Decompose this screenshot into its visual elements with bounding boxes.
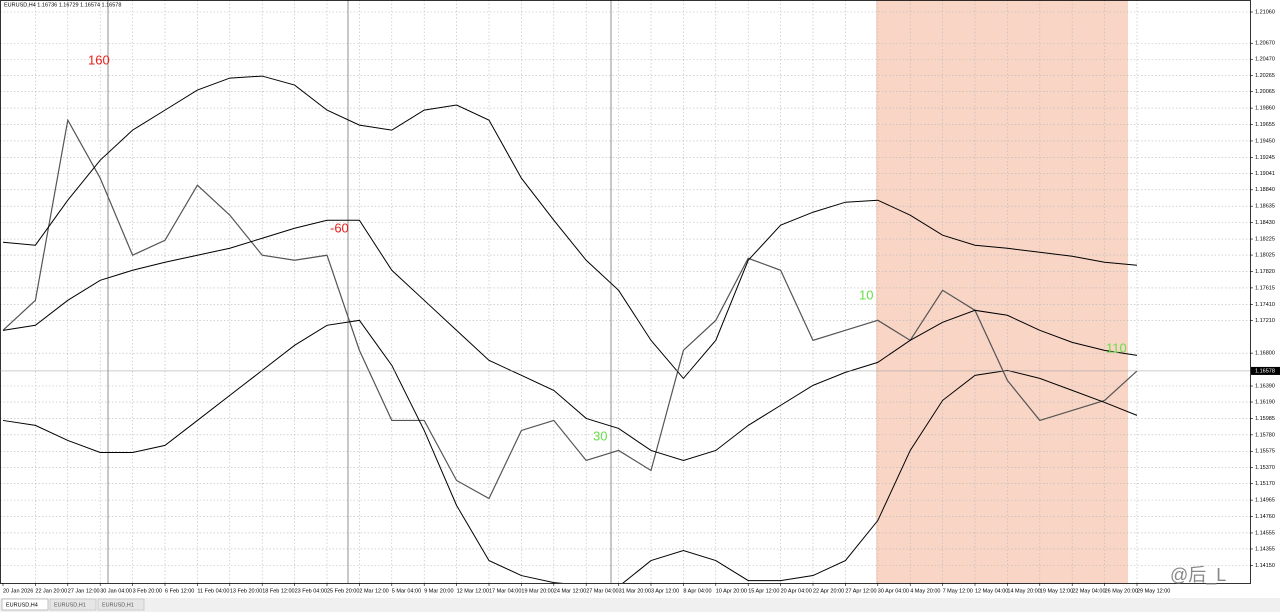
x-tick-label: 18 Feb 12:00 — [262, 588, 294, 594]
y-tick-label: 1.15780 — [1255, 432, 1275, 438]
x-tick-label: 20 Jan 2026 — [3, 588, 33, 594]
watermark: @后_L — [1170, 565, 1226, 586]
band-line — [2, 219, 1138, 461]
x-tick-label: 11 Feb 04:00 — [197, 588, 229, 594]
y-tick-label: 1.18635 — [1255, 204, 1275, 210]
y-tick-label: 1.18025 — [1255, 253, 1275, 259]
x-tick-label: 23 Feb 04:00 — [295, 588, 327, 594]
y-tick-label: 1.19245 — [1255, 155, 1275, 161]
y-tick-label: 1.15170 — [1255, 481, 1275, 487]
grid — [0, 0, 1250, 583]
y-tick-label: 1.19450 — [1255, 138, 1275, 144]
y-tick-label: 1.19860 — [1255, 106, 1275, 112]
y-tick-label: 1.20065 — [1255, 89, 1275, 95]
x-tick-label: 17 Mar 04:00 — [489, 588, 521, 594]
x-tick-label: 5 Mar 04:00 — [392, 588, 421, 594]
chart-header: EURUSD,H4 1.16736 1.16729 1.16574 1.1657… — [4, 2, 121, 8]
y-tick-label: 1.21060 — [1255, 9, 1275, 15]
tab[interactable] — [1, 598, 49, 611]
tab-label[interactable]: EURUSD,H1 — [54, 602, 86, 608]
y-tick-label: 1.18225 — [1255, 236, 1275, 242]
x-tick-label: 4 May 20:00 — [910, 588, 940, 594]
x-tick-label: 20 Apr 04:00 — [781, 588, 812, 594]
y-tick-label: 1.20265 — [1255, 73, 1275, 79]
y-tick-label: 1.20470 — [1255, 57, 1275, 63]
x-tick-label: 3 Apr 12:00 — [651, 588, 679, 594]
annotation: -60 — [330, 220, 349, 235]
x-tick-label: 14 May 20:00 — [1007, 588, 1040, 594]
y-tick-label: 1.14355 — [1255, 546, 1275, 552]
y-tick-label: 1.14760 — [1255, 514, 1275, 520]
tab-label[interactable]: EURUSD,H1 — [102, 602, 134, 608]
tab-label[interactable]: EURUSD,H4 — [6, 602, 38, 608]
x-tick-label: 29 May 12:00 — [1137, 588, 1170, 594]
y-tick-label: 1.19041 — [1255, 171, 1275, 177]
x-tick-label: 22 Apr 20:00 — [813, 588, 844, 594]
y-tick-label: 1.14150 — [1255, 563, 1275, 569]
band-line — [2, 319, 1138, 583]
annotation: 110 — [1106, 340, 1127, 355]
x-tick-label: 24 Mar 12:00 — [554, 588, 586, 594]
x-tick-label: 27 Jan 12:00 — [68, 588, 100, 594]
x-tick-label: 26 May 20:00 — [1105, 588, 1138, 594]
y-tick-label: 1.16800 — [1255, 351, 1275, 357]
x-tick-label: 13 Feb 20:00 — [230, 588, 262, 594]
tab-bar — [0, 598, 1280, 612]
y-tick-label: 1.14555 — [1255, 530, 1275, 536]
x-tick-label: 22 Jan 20:00 — [35, 588, 67, 594]
x-tick-label: 2 Mar 12:00 — [359, 588, 388, 594]
y-tick-label: 1.15370 — [1255, 465, 1275, 471]
tab[interactable] — [97, 598, 145, 611]
y-tick-label: 1.17410 — [1255, 302, 1275, 308]
x-tick-label: 10 Apr 20:00 — [716, 588, 747, 594]
y-tick-label: 1.16390 — [1255, 383, 1275, 389]
x-tick-label: 22 May 04:00 — [1072, 588, 1105, 594]
y-tick-label: 1.20670 — [1255, 41, 1275, 47]
annotation: 10 — [859, 287, 873, 302]
plot-frame — [0, 0, 1251, 584]
tab[interactable] — [49, 598, 97, 611]
highlight-region — [876, 0, 1128, 583]
labels: 1.21060 1.20670 1.20470 1.20265 1.20065 1.198… — [2, 9, 1280, 594]
annotation: 30 — [593, 428, 607, 443]
x-tick-label: 25 Feb 20:00 — [327, 588, 359, 594]
x-tick-label: 30 Jan 04:00 — [100, 588, 132, 594]
annotation: 160 — [88, 52, 110, 67]
y-tick-label: 1.17615 — [1255, 285, 1275, 291]
y-tick-label: 1.15985 — [1255, 416, 1275, 422]
x-tick-label: 15 Apr 12:00 — [748, 588, 779, 594]
y-tick-label: 1.19655 — [1255, 122, 1275, 128]
x-tick-label: 27 Mar 04:00 — [586, 588, 618, 594]
x-tick-label: 6 Feb 12:00 — [165, 588, 194, 594]
x-tick-label: 3 Feb 20:00 — [133, 588, 162, 594]
series — [0, 75, 1250, 583]
y-tick-label: 1.18430 — [1255, 220, 1275, 226]
y-tick-label: 1.14965 — [1255, 498, 1275, 504]
price-line — [2, 118, 1138, 500]
x-tick-label: 9 Mar 20:00 — [424, 588, 453, 594]
y-tick-label: 1.18840 — [1255, 187, 1275, 193]
y-tick-label: 1.15575 — [1255, 449, 1275, 455]
x-tick-label: 27 Apr 12:00 — [845, 588, 876, 594]
band-line — [2, 75, 1138, 380]
last-price-label: 1.16578 — [1255, 368, 1275, 374]
y-tick-label: 1.17820 — [1255, 269, 1275, 275]
x-tick-label: 19 May 12:00 — [1040, 588, 1073, 594]
x-tick-label: 12 May 04:00 — [975, 588, 1008, 594]
x-tick-label: 12 Mar 12:00 — [457, 588, 489, 594]
x-tick-label: 30 Apr 04:00 — [878, 588, 909, 594]
x-tick-label: 19 Mar 20:00 — [521, 588, 553, 594]
y-tick-label: 1.16190 — [1255, 399, 1275, 405]
x-tick-label: 8 Apr 04:00 — [683, 588, 711, 594]
x-tick-label: 31 Mar 20:00 — [619, 588, 651, 594]
x-tick-label: 7 May 12:00 — [943, 588, 973, 594]
last-price-box — [1251, 366, 1280, 375]
y-tick-label: 1.17210 — [1255, 318, 1275, 324]
